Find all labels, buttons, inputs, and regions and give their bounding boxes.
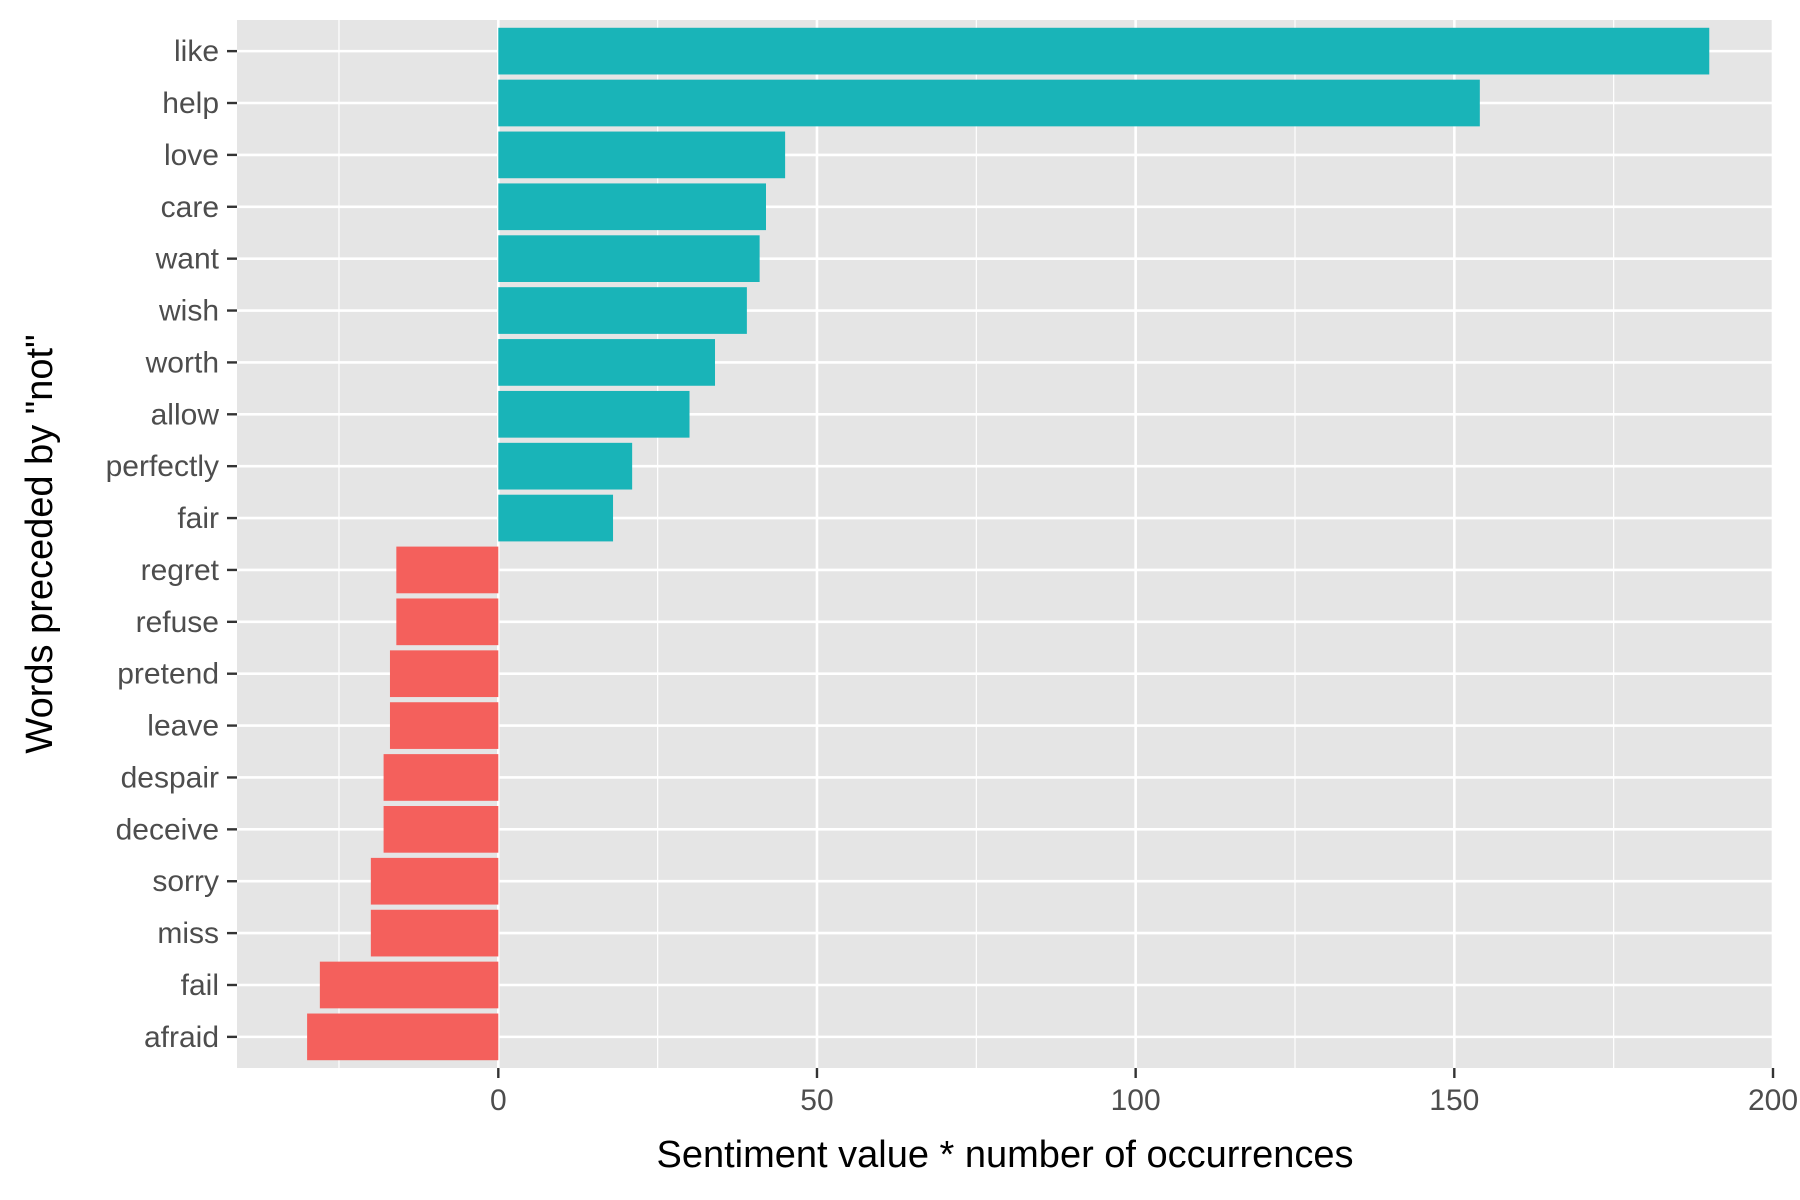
- y-tick-label: perfectly: [106, 450, 219, 483]
- y-tick-label: fair: [177, 502, 219, 535]
- y-tick-label: miss: [157, 917, 219, 950]
- x-tick-label: 0: [490, 1084, 507, 1117]
- bar-care: [498, 183, 766, 231]
- bar-leave: [389, 702, 499, 749]
- y-tick-label: afraid: [144, 1021, 219, 1054]
- bar-regret: [396, 546, 499, 594]
- bar-love: [498, 131, 786, 179]
- bar-like: [498, 27, 1710, 75]
- bar-despair: [383, 754, 499, 801]
- y-tick-label: like: [174, 35, 219, 68]
- y-tick-label: leave: [147, 710, 219, 743]
- y-tick-label: worth: [145, 346, 219, 379]
- y-tick-label: refuse: [136, 606, 219, 639]
- bar-pretend: [389, 650, 499, 698]
- y-tick-label: sorry: [152, 865, 219, 898]
- y-tick-label: pretend: [117, 658, 219, 691]
- bar-want: [498, 235, 760, 282]
- bars: [307, 27, 1710, 1061]
- bar-fail: [319, 961, 499, 1009]
- y-tick-label: allow: [151, 398, 220, 431]
- bar-perfectly: [498, 442, 633, 490]
- y-tick-label: deceive: [116, 813, 219, 846]
- axes: like help love care want wish worth allow perfec…: [106, 35, 1798, 1117]
- bar-allow: [498, 390, 690, 438]
- bar-wish: [498, 287, 747, 334]
- y-tick-label: wish: [158, 295, 219, 328]
- bar-afraid: [307, 1013, 499, 1061]
- bar-refuse: [396, 598, 499, 646]
- y-tick-label: care: [161, 191, 219, 224]
- y-tick-label: despair: [121, 761, 219, 794]
- x-tick-label: 100: [1111, 1084, 1161, 1117]
- y-tick-label: help: [162, 87, 219, 120]
- x-axis-title: Sentiment value * number of occurrences: [656, 1134, 1353, 1176]
- y-tick-label: fail: [181, 969, 219, 1002]
- bar-miss: [370, 909, 499, 957]
- bar-fair: [498, 494, 614, 542]
- bar-deceive: [383, 806, 499, 853]
- bar-help: [498, 79, 1480, 127]
- y-tick-label: regret: [141, 554, 220, 587]
- bar-sorry: [370, 857, 499, 905]
- y-tick-label: love: [164, 139, 219, 172]
- x-tick-label: 150: [1429, 1084, 1479, 1117]
- y-axis-title: Words preceded by "not": [19, 334, 61, 753]
- x-tick-label: 50: [800, 1084, 833, 1117]
- x-tick-label: 200: [1748, 1084, 1798, 1117]
- y-tick-label: want: [155, 243, 220, 276]
- bar-worth: [498, 339, 716, 386]
